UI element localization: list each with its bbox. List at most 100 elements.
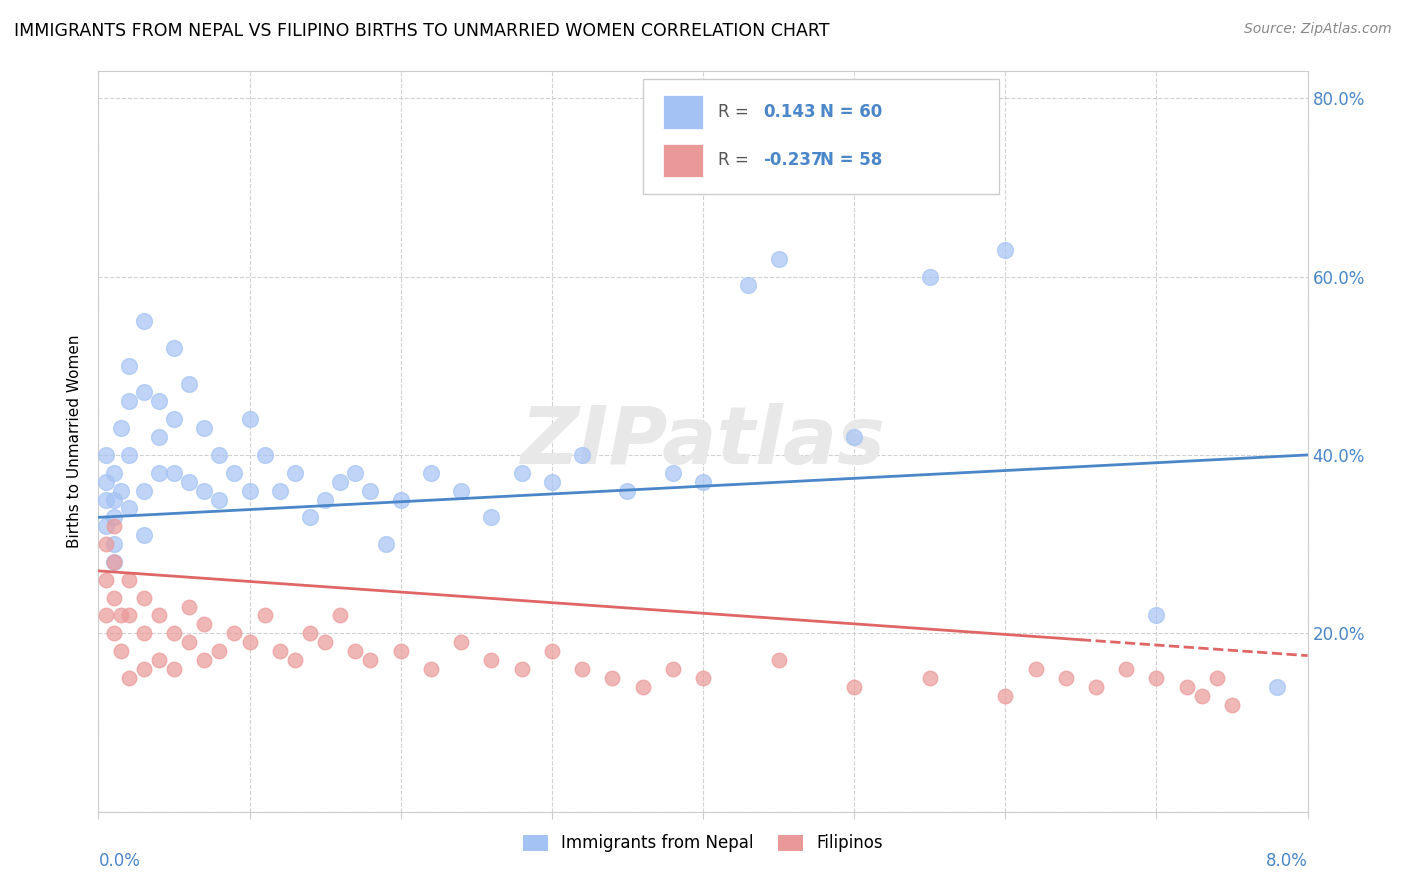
Bar xyxy=(664,95,703,128)
Point xyxy=(631,680,654,694)
Point xyxy=(844,680,866,694)
Point xyxy=(94,573,117,587)
Point xyxy=(360,653,382,667)
Point xyxy=(1115,662,1137,676)
Point xyxy=(94,608,117,623)
Point xyxy=(737,278,759,293)
Point xyxy=(844,430,866,444)
Point xyxy=(661,662,683,676)
Text: 8.0%: 8.0% xyxy=(1265,853,1308,871)
Point xyxy=(118,501,141,516)
Point xyxy=(253,448,276,462)
Point xyxy=(314,635,336,649)
Point xyxy=(179,599,201,614)
Point xyxy=(132,483,155,498)
Point xyxy=(481,653,503,667)
Point xyxy=(284,653,307,667)
Point xyxy=(1267,680,1289,694)
Text: IMMIGRANTS FROM NEPAL VS FILIPINO BIRTHS TO UNMARRIED WOMEN CORRELATION CHART: IMMIGRANTS FROM NEPAL VS FILIPINO BIRTHS… xyxy=(14,22,830,40)
Point xyxy=(103,466,125,480)
Point xyxy=(329,608,352,623)
Point xyxy=(163,626,186,640)
Point xyxy=(132,662,155,676)
Point xyxy=(208,492,231,507)
Point xyxy=(239,635,262,649)
Point xyxy=(193,421,215,435)
Point xyxy=(94,475,117,489)
Point xyxy=(768,252,790,266)
Point xyxy=(918,269,941,284)
Point xyxy=(994,243,1017,257)
Point xyxy=(1220,698,1243,712)
Point xyxy=(661,466,683,480)
Point xyxy=(329,475,352,489)
Text: 0.0%: 0.0% xyxy=(98,853,141,871)
Point xyxy=(103,555,125,569)
Point xyxy=(110,644,132,658)
Point xyxy=(1191,689,1213,703)
Point xyxy=(253,608,276,623)
Point xyxy=(179,635,201,649)
Point xyxy=(103,519,125,533)
Point xyxy=(450,483,472,498)
Point xyxy=(132,528,155,542)
Point xyxy=(1206,671,1229,685)
Point xyxy=(148,608,170,623)
Point xyxy=(163,662,186,676)
Point xyxy=(103,492,125,507)
Point xyxy=(132,626,155,640)
Text: R =: R = xyxy=(717,103,754,121)
Point xyxy=(118,394,141,409)
Point xyxy=(193,483,215,498)
Text: R =: R = xyxy=(717,152,754,169)
Point xyxy=(510,662,533,676)
Point xyxy=(103,626,125,640)
Point xyxy=(118,608,141,623)
Point xyxy=(540,644,562,658)
Text: Source: ZipAtlas.com: Source: ZipAtlas.com xyxy=(1244,22,1392,37)
Legend: Immigrants from Nepal, Filipinos: Immigrants from Nepal, Filipinos xyxy=(516,828,890,859)
Point xyxy=(314,492,336,507)
Point xyxy=(179,376,201,391)
Point xyxy=(602,671,624,685)
Bar xyxy=(664,144,703,177)
Point xyxy=(193,653,215,667)
Point xyxy=(103,591,125,605)
Point xyxy=(692,475,714,489)
Text: 0.143: 0.143 xyxy=(763,103,815,121)
Point xyxy=(692,671,714,685)
Point xyxy=(1054,671,1077,685)
Point xyxy=(103,555,125,569)
Point xyxy=(118,359,141,373)
Point xyxy=(616,483,638,498)
Point xyxy=(389,644,412,658)
Point xyxy=(510,466,533,480)
Point xyxy=(239,483,262,498)
Point xyxy=(179,475,201,489)
Text: -0.237: -0.237 xyxy=(763,152,823,169)
Point xyxy=(94,537,117,551)
Point xyxy=(148,430,170,444)
Point xyxy=(360,483,382,498)
Point xyxy=(208,644,231,658)
Point xyxy=(163,341,186,355)
Point xyxy=(224,626,246,640)
Point xyxy=(768,653,790,667)
Point xyxy=(118,448,141,462)
Point xyxy=(540,475,562,489)
Y-axis label: Births to Unmarried Women: Births to Unmarried Women xyxy=(67,334,83,549)
Point xyxy=(1025,662,1047,676)
Point xyxy=(269,644,291,658)
Point xyxy=(118,671,141,685)
Point xyxy=(481,510,503,524)
Point xyxy=(239,412,262,426)
Point xyxy=(344,644,367,658)
Point xyxy=(571,448,593,462)
Point xyxy=(148,394,170,409)
Point xyxy=(571,662,593,676)
Text: ZIPatlas: ZIPatlas xyxy=(520,402,886,481)
Point xyxy=(420,466,443,480)
Point xyxy=(132,591,155,605)
Point xyxy=(103,510,125,524)
Point xyxy=(110,421,132,435)
